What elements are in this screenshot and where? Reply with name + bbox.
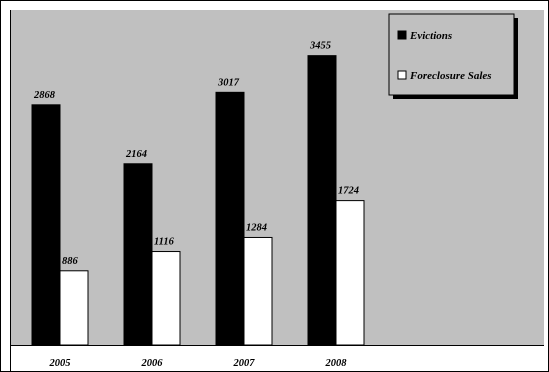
bar-foreclosure-sales-2005 (59, 270, 89, 346)
legend-box (388, 13, 515, 96)
x-tick-labels-layer: 2005 2006 2007 2008 (49, 358, 348, 369)
value-label-foreclosure-sales-2007: 1284 (246, 222, 267, 233)
value-label-foreclosure-sales-2008: 1724 (338, 186, 359, 197)
legend-label-evictions: Evictions (409, 30, 452, 42)
x-tick-label-2007: 2007 (233, 358, 256, 369)
bar-evictions-2005 (31, 104, 61, 346)
value-label-evictions-2008: 3455 (309, 41, 331, 52)
value-label-foreclosure-sales-2006: 1116 (154, 237, 175, 248)
legend-swatch-evictions (397, 30, 407, 40)
bars-layer (31, 55, 365, 346)
x-tick-label-2008: 2008 (325, 358, 348, 369)
legend: Evictions Foreclosure Sales (388, 13, 518, 99)
value-labels-layer: 2868 886 2164 1116 3017 1284 3455 1724 (33, 41, 359, 267)
legend-swatch-foreclosure-sales (397, 70, 407, 80)
x-tick-label-2005: 2005 (49, 358, 71, 369)
value-label-foreclosure-sales-2005: 886 (62, 256, 79, 267)
bar-evictions-2006 (123, 163, 153, 346)
bar-foreclosure-sales-2008 (335, 200, 365, 346)
bar-evictions-2008 (307, 55, 337, 346)
bar-foreclosure-sales-2006 (151, 251, 181, 346)
bar-foreclosure-sales-2007 (243, 236, 273, 346)
x-tick-label-2006: 2006 (141, 358, 164, 369)
value-label-evictions-2006: 2164 (125, 149, 147, 160)
value-label-evictions-2007: 3017 (217, 77, 240, 88)
bar-evictions-2007 (215, 91, 245, 346)
value-label-evictions-2005: 2868 (33, 90, 56, 101)
legend-label-foreclosure-sales: Foreclosure Sales (409, 70, 492, 82)
